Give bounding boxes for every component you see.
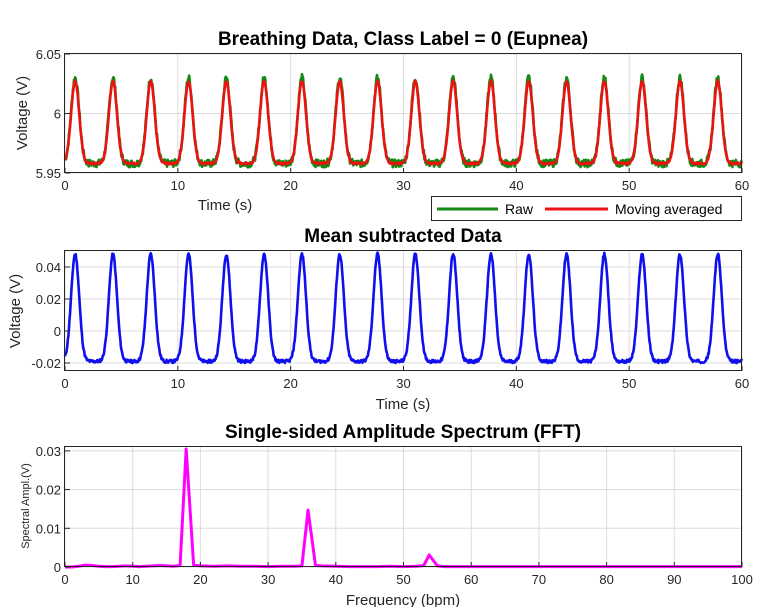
x-tick-label: 60 [735, 178, 749, 193]
x-tick-label: 0 [61, 572, 68, 587]
x-tick-label: 60 [735, 376, 749, 391]
y-tick-label: 0.02 [36, 483, 61, 498]
legend-moving-averaged-label: Moving averaged [615, 201, 722, 217]
mean-subtracted-series-line [63, 251, 744, 365]
panel-breathing-data: Breathing Data, Class Label = 0 (Eupnea)… [14, 29, 749, 221]
x-tick-label: 30 [396, 178, 410, 193]
x-tick-label: 90 [667, 572, 681, 587]
breathing-series [63, 72, 744, 169]
breathing-y-ticks: 5.95 6 6.05 [36, 47, 70, 181]
x-tick-label: 20 [283, 376, 297, 391]
x-tick-label: 100 [731, 572, 753, 587]
y-tick-label: 0.04 [36, 260, 61, 275]
x-tick-label: 10 [125, 572, 139, 587]
x-tick-label: 10 [171, 178, 185, 193]
y-tick-label: 0 [54, 324, 61, 339]
mean-subtracted-x-axis-label: Time (s) [376, 396, 430, 413]
y-tick-label: 5.95 [36, 166, 61, 181]
breathing-chart-title: Breathing Data, Class Label = 0 (Eupnea) [218, 29, 588, 50]
fft-x-axis-label: Frequency (bpm) [346, 592, 460, 607]
x-tick-label: 50 [622, 178, 636, 193]
x-tick-label: 20 [193, 572, 207, 587]
x-tick-label: 50 [396, 572, 410, 587]
x-tick-label: 30 [261, 572, 275, 587]
x-tick-label: 0 [61, 376, 68, 391]
x-tick-label: 40 [329, 572, 343, 587]
y-tick-label: 0.01 [36, 521, 61, 536]
mean-subtracted-y-ticks: -0.02 0 0.02 0.04 [31, 260, 70, 371]
x-tick-label: 20 [283, 178, 297, 193]
breathing-x-axis-label: Time (s) [198, 197, 252, 214]
breathing-legend: Raw Moving averaged [431, 196, 742, 221]
panel-mean-subtracted: Mean subtracted Data 0 10 20 30 40 50 60 -0.02… [7, 226, 749, 413]
x-tick-label: 40 [509, 376, 523, 391]
y-tick-label: -0.02 [31, 356, 61, 371]
mean-subtracted-y-axis-label: Voltage (V) [7, 274, 24, 348]
x-tick-label: 70 [532, 572, 546, 587]
y-tick-label: 0 [54, 560, 61, 575]
breathing-grid [64, 53, 743, 174]
y-tick-label: 6 [54, 107, 61, 122]
fft-chart-title: Single-sided Amplitude Spectrum (FFT) [225, 422, 581, 443]
mean-subtracted-grid [64, 251, 743, 371]
x-tick-label: 30 [396, 376, 410, 391]
x-tick-label: 10 [171, 376, 185, 391]
moving-averaged-series-line [63, 79, 744, 166]
legend-raw-label: Raw [505, 201, 534, 217]
fft-x-ticks: 0 10 20 30 40 50 60 70 80 90 100 [61, 562, 753, 587]
mean-subtracted-chart-title: Mean subtracted Data [304, 226, 502, 247]
x-tick-label: 0 [61, 178, 68, 193]
x-tick-label: 80 [599, 572, 613, 587]
x-tick-label: 60 [464, 572, 478, 587]
fft-y-axis-label: Spectral Ampl.(V) [20, 463, 32, 549]
panel-fft-spectrum: Single-sided Amplitude Spectrum (FFT) 0 1… [20, 422, 753, 607]
breathing-x-ticks: 0 10 20 30 40 50 60 [61, 168, 749, 193]
x-tick-label: 40 [509, 178, 523, 193]
fft-grid [64, 447, 743, 568]
breathing-y-axis-label: Voltage (V) [14, 76, 31, 150]
y-tick-label: 6.05 [36, 47, 61, 62]
x-tick-label: 50 [622, 376, 636, 391]
y-tick-label: 0.02 [36, 292, 61, 307]
mean-subtracted-x-ticks: 0 10 20 30 40 50 60 [61, 366, 749, 391]
fft-y-ticks: 0 0.01 0.02 0.03 [36, 444, 70, 575]
y-tick-label: 0.03 [36, 444, 61, 459]
mean-subtracted-series [63, 251, 744, 365]
